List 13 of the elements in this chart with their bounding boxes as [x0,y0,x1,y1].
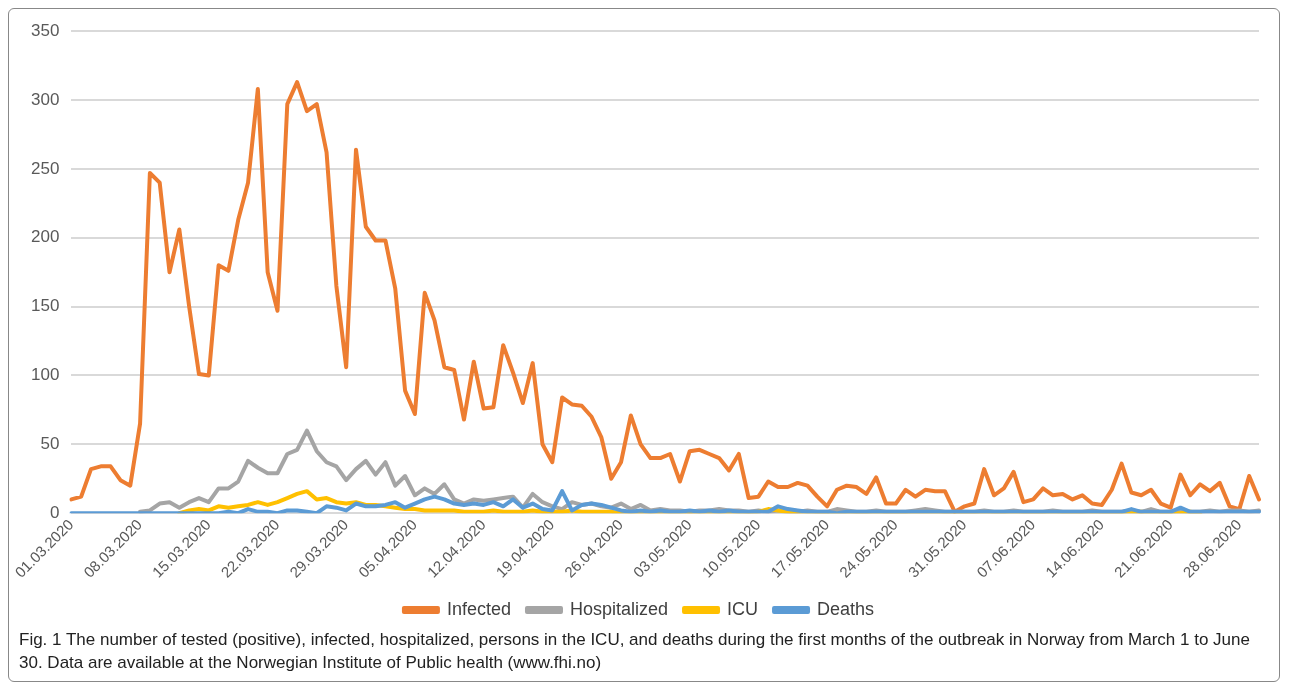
y-tick-label: 150 [30,296,60,316]
legend-label: Hospitalized [569,598,669,619]
y-tick-label: 200 [30,227,60,247]
y-tick-label: 100 [30,365,60,385]
legend-label: Deaths [817,598,875,619]
legend-label: Infected [446,598,511,619]
y-tick-label: 350 [30,20,60,40]
y-tick-label: 300 [30,89,60,109]
caption: Fig. 1 The number of tested (positive), infected, hospitalized, persons in the ICU, and deaths during the first months of the outbreak in Norway from March 1 to June 30. Data are available at the Norwegian Institute of Public health (www.fhi.no) [18,629,1251,674]
legend-label: ICU [727,598,759,619]
y-tick-label: 0 [49,502,60,522]
y-tick-label: 50 [40,434,60,454]
y-tick-label: 250 [30,158,60,178]
